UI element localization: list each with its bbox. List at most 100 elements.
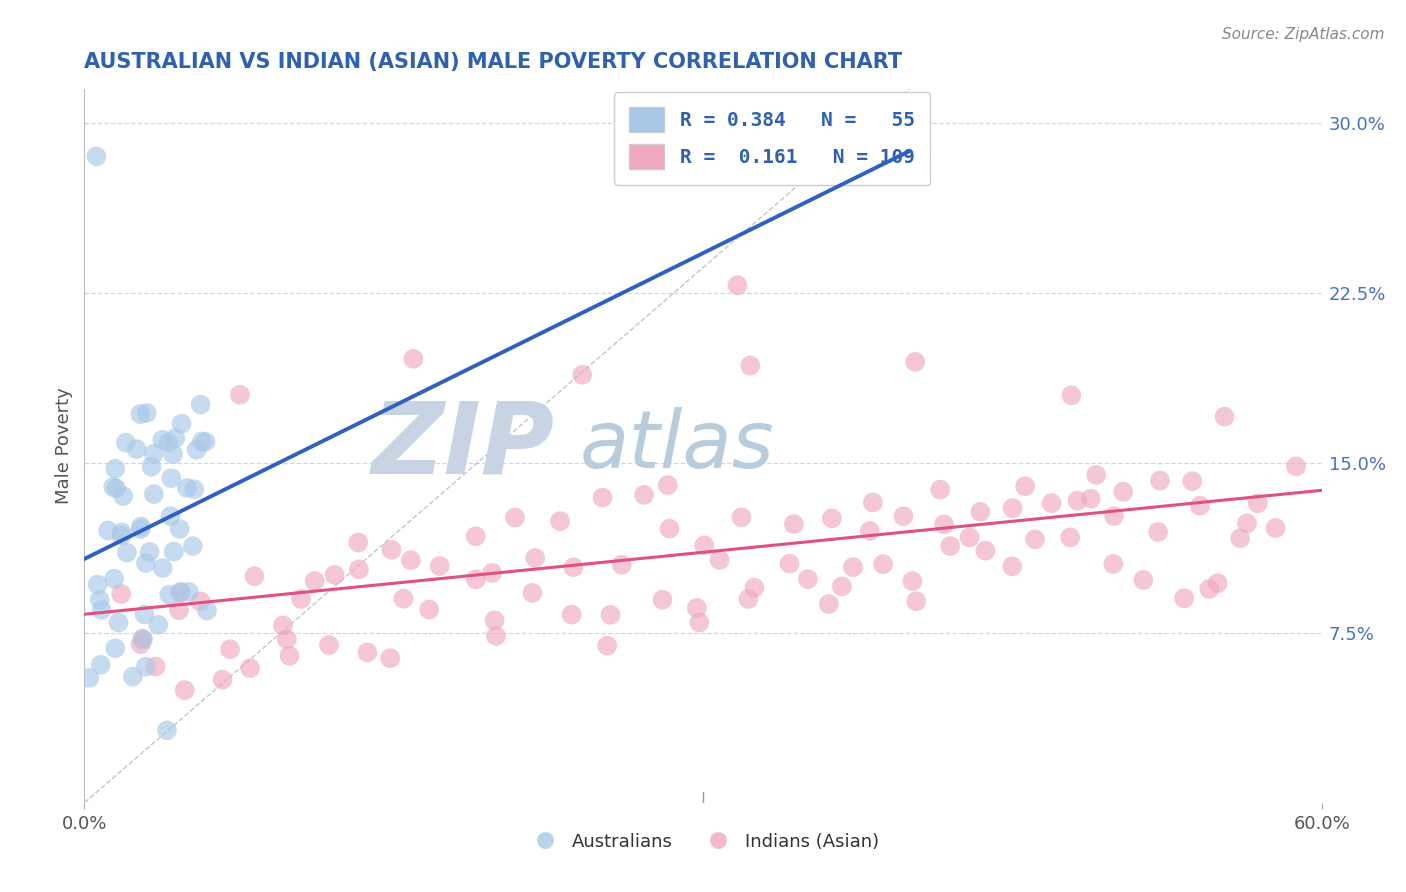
Point [103,572,125,586]
Point [842,560,865,574]
Point [1147,524,1170,539]
Point [112,489,135,503]
Point [229,388,252,402]
Point [969,505,991,519]
Point [1285,459,1308,474]
Point [1213,409,1236,424]
Point [1236,516,1258,531]
Point [658,522,681,536]
Point [219,642,242,657]
Point [1024,533,1046,547]
Point [145,659,167,673]
Point [104,641,127,656]
Point [817,597,839,611]
Point [159,509,181,524]
Text: atlas: atlas [579,407,775,485]
Point [129,407,152,421]
Point [740,359,762,373]
Point [1102,509,1125,524]
Point [464,572,486,586]
Legend: Australians, Indians (Asian): Australians, Indians (Asian) [520,826,886,858]
Point [79,671,101,685]
Point [859,524,882,538]
Point [86,149,108,163]
Point [779,557,801,571]
Point [1040,496,1063,510]
Point [177,585,200,599]
Point [132,632,155,647]
Point [173,683,195,698]
Point [129,522,152,536]
Point [190,397,212,411]
Point [484,613,506,627]
Point [831,579,853,593]
Point [135,406,157,420]
Point [797,572,820,586]
Point [1188,499,1211,513]
Point [169,585,191,599]
Point [418,602,440,616]
Point [429,559,451,574]
Point [104,461,127,475]
Point [160,471,183,485]
Point [932,517,955,532]
Point [1132,573,1154,587]
Point [1014,479,1036,493]
Point [380,542,402,557]
Point [110,587,132,601]
Point [152,561,174,575]
Point [323,568,346,582]
Text: Source: ZipAtlas.com: Source: ZipAtlas.com [1222,27,1385,42]
Point [522,586,544,600]
Point [1060,388,1083,402]
Point [134,607,156,622]
Point [524,551,547,566]
Point [156,723,179,738]
Point [503,510,526,524]
Point [561,607,583,622]
Point [686,601,709,615]
Point [148,617,170,632]
Point [129,519,152,533]
Point [157,435,180,450]
Point [1229,531,1251,545]
Point [110,528,132,542]
Point [904,355,927,369]
Point [111,525,134,540]
Point [402,351,425,366]
Point [191,434,214,449]
Point [1198,582,1220,596]
Point [121,670,143,684]
Point [347,562,370,576]
Point [170,585,193,599]
Point [125,442,148,456]
Point [141,459,163,474]
Point [1264,521,1286,535]
Point [592,491,614,505]
Point [464,529,486,543]
Point [1059,530,1081,544]
Point [150,433,173,447]
Point [392,591,415,606]
Point [107,615,129,630]
Point [194,434,217,449]
Point [1066,493,1088,508]
Point [399,553,422,567]
Point [651,592,673,607]
Point [1001,559,1024,574]
Point [657,478,679,492]
Point [211,673,233,687]
Point [163,544,186,558]
Point [1247,496,1270,510]
Point [610,558,633,572]
Text: AUSTRALIAN VS INDIAN (ASIAN) MALE POVERTY CORRELATION CHART: AUSTRALIAN VS INDIAN (ASIAN) MALE POVERT… [84,53,903,72]
Point [1085,467,1108,482]
Point [167,603,190,617]
Point [290,592,312,607]
Point [90,657,112,672]
Point [278,648,301,663]
Point [633,488,655,502]
Point [129,637,152,651]
Point [599,607,621,622]
Point [485,629,508,643]
